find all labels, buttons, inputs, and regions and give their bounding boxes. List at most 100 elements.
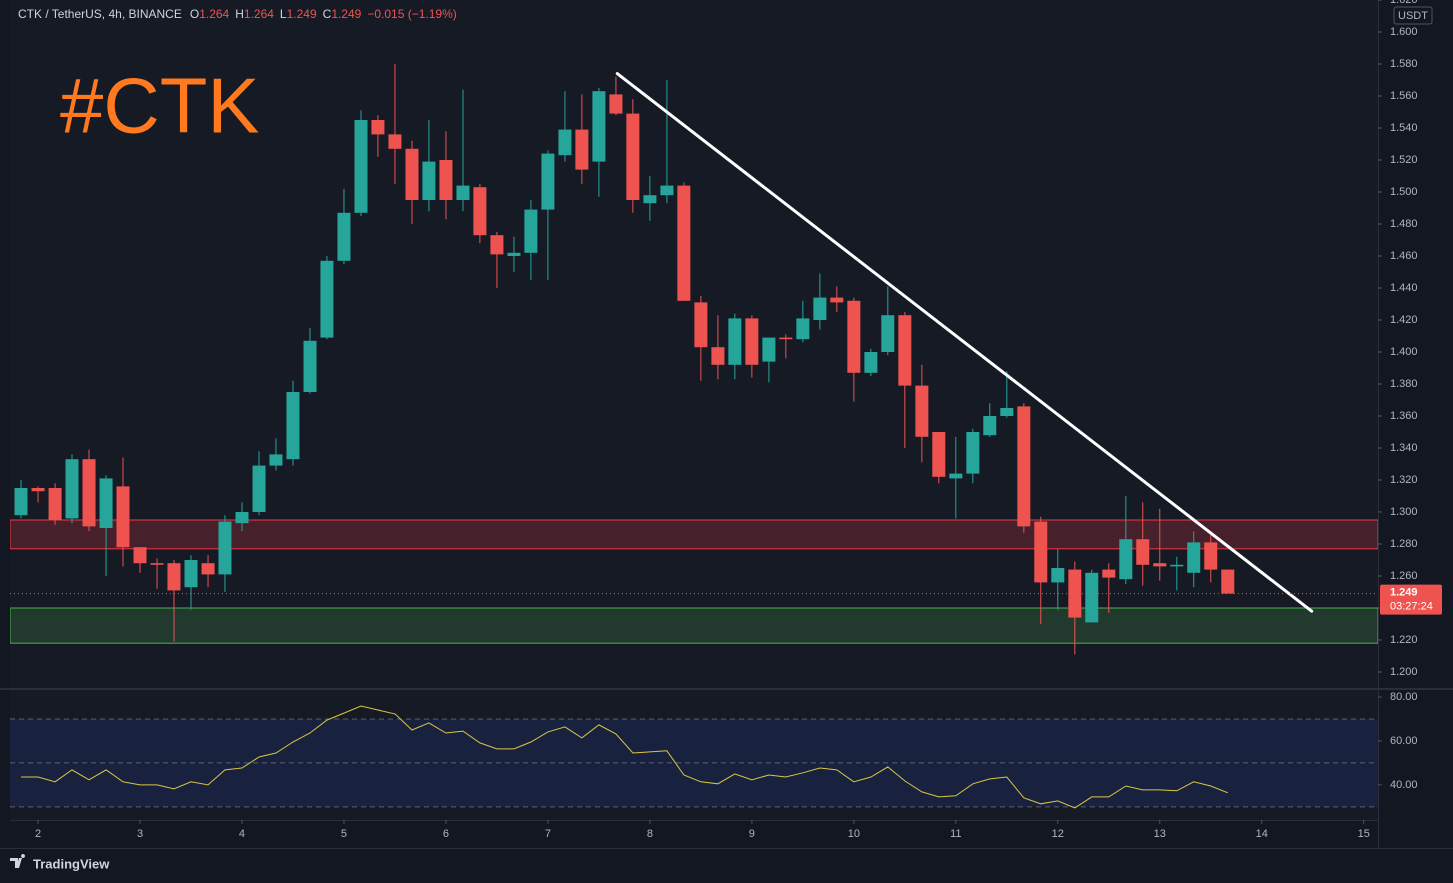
ohlc-value: 1.264 <box>244 7 274 21</box>
candle-body <box>762 337 776 362</box>
x-tick-label: 9 <box>749 828 755 840</box>
rsi-y-tick-label: 40.00 <box>1390 779 1418 791</box>
y-tick-label: 1.300 <box>1390 506 1418 518</box>
candle-body <box>898 315 912 386</box>
x-tick-label: 3 <box>137 828 143 840</box>
candle-body <box>167 563 181 591</box>
price-tag-countdown: 03:27:24 <box>1390 601 1433 613</box>
ohlc-label: L <box>280 7 287 21</box>
x-tick-label: 12 <box>1052 828 1064 840</box>
candle-body <box>1102 569 1116 578</box>
candle-body <box>354 120 368 213</box>
candles <box>10 64 1378 655</box>
price-pane <box>10 0 1378 688</box>
candle-body <box>728 318 742 365</box>
candle-body <box>337 212 351 261</box>
y-tick-label: 1.540 <box>1390 122 1418 134</box>
y-tick-label: 1.580 <box>1390 58 1418 70</box>
x-tick-label: 15 <box>1358 828 1370 840</box>
candle-body <box>65 459 79 519</box>
candle-body <box>966 432 980 474</box>
x-tick-label: 4 <box>239 828 245 840</box>
y-tick-label: 1.280 <box>1390 538 1418 550</box>
candle-body <box>439 160 453 200</box>
candle-body <box>609 94 623 114</box>
y-tick-label: 1.320 <box>1390 474 1418 486</box>
header: CTK / TetherUS, 4h, BINANCE O1.264 H1.264 L… <box>18 7 457 21</box>
candle-body <box>1000 408 1014 416</box>
x-tick-label: 10 <box>848 828 860 840</box>
y-tick-label: 1.520 <box>1390 154 1418 166</box>
y-tick-label: 1.460 <box>1390 250 1418 262</box>
candle-body <box>456 185 470 200</box>
candle-body <box>1017 406 1031 527</box>
change: −0.015 (−1.19%) <box>367 7 456 21</box>
candle-body <box>116 486 130 548</box>
candle-body <box>235 512 249 524</box>
candle-body <box>711 347 725 365</box>
zone <box>10 607 1378 644</box>
y-tick-label: 1.560 <box>1390 90 1418 102</box>
candle-body <box>864 352 878 373</box>
rsi <box>10 705 1378 809</box>
ohlc-value: 1.249 <box>287 7 317 21</box>
candle-body <box>1221 569 1235 594</box>
footer-brand: TradingView <box>33 856 110 871</box>
ohlc-label: H <box>235 7 244 21</box>
x-tick-label: 11 <box>950 828 961 840</box>
candle-body <box>1051 568 1065 583</box>
candle-body <box>218 521 232 575</box>
candle-body <box>1170 564 1184 567</box>
candle-body <box>575 129 589 170</box>
header-symbol: CTK / TetherUS, 4h, BINANCE <box>18 7 182 21</box>
candle-body <box>626 113 640 200</box>
ohlc-label: C <box>323 7 332 21</box>
candle-body <box>422 161 436 200</box>
trendline <box>615 72 1314 613</box>
candle-body <box>1153 563 1167 567</box>
x-tick-label: 8 <box>647 828 653 840</box>
candle-body <box>660 185 674 196</box>
candle-body <box>82 459 96 527</box>
y-tick-label: 1.380 <box>1390 378 1418 390</box>
candle-body <box>1136 539 1150 565</box>
candle-body <box>983 416 997 436</box>
candle-body <box>150 563 164 565</box>
y-tick-label: 1.500 <box>1390 186 1418 198</box>
candle-body <box>490 235 504 255</box>
candle-body <box>643 195 657 204</box>
candle-body <box>1085 572 1099 623</box>
currency: USDT <box>1398 10 1428 22</box>
candle-body <box>133 547 147 564</box>
rsi-y-tick-label: 60.00 <box>1390 735 1418 747</box>
logo <box>10 854 26 868</box>
candle-body <box>677 185 691 301</box>
price-tag <box>1380 584 1442 615</box>
candle-body <box>473 187 487 236</box>
x-tick-label: 5 <box>341 828 347 840</box>
y-tick-label: 1.620 <box>1390 0 1418 6</box>
annotation: #CTK <box>60 62 259 150</box>
candle-body <box>745 318 759 365</box>
candle-body <box>1187 542 1201 573</box>
candle-body <box>813 297 827 320</box>
y-tick-label: 1.400 <box>1390 346 1418 358</box>
candle-body <box>1119 539 1133 580</box>
y-tick-label: 1.260 <box>1390 570 1418 582</box>
candle-body <box>1204 542 1218 570</box>
candle-body <box>915 385 929 437</box>
candle-body <box>541 153 555 210</box>
candle-body <box>592 91 606 162</box>
x-tick-label: 14 <box>1256 828 1268 840</box>
x-tick-label: 7 <box>545 828 551 840</box>
candle-body <box>694 302 708 348</box>
y-tick-label: 1.220 <box>1390 634 1418 646</box>
candle-body <box>252 465 266 512</box>
candle-body <box>881 315 895 352</box>
rsi-line <box>21 705 1228 809</box>
candle-body <box>99 478 113 528</box>
zones <box>10 519 1378 644</box>
candle-body <box>184 560 198 588</box>
candle-body <box>847 300 861 373</box>
